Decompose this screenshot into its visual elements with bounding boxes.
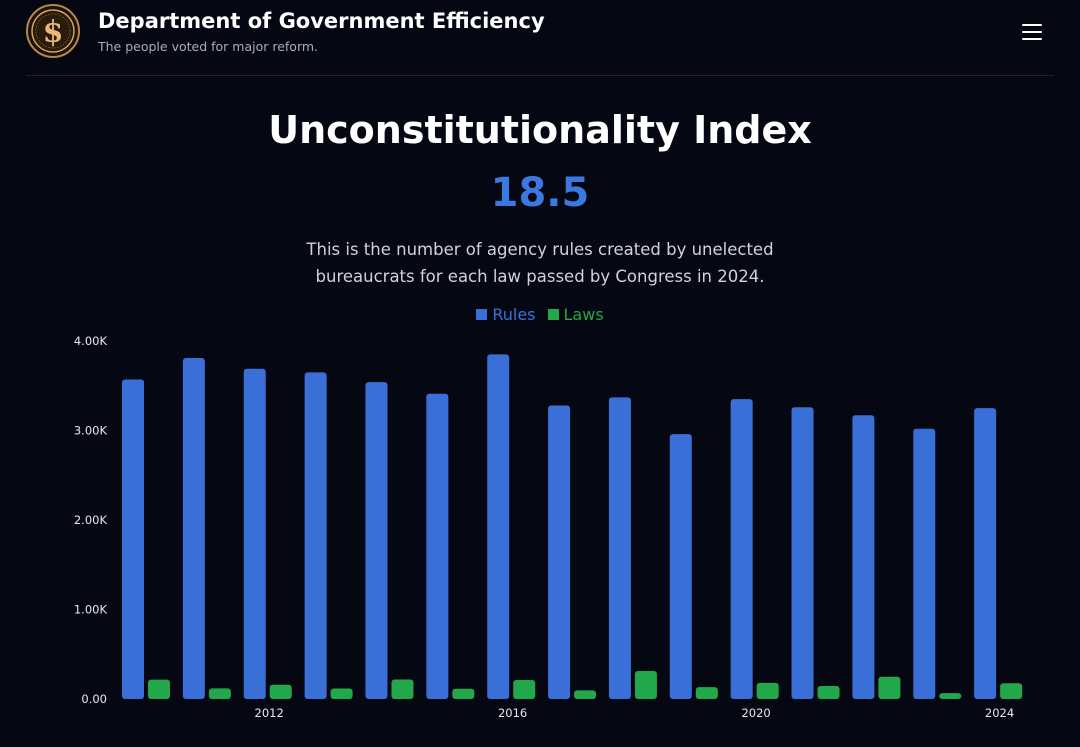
bar-rules-2014	[365, 382, 388, 699]
x-tick-label: 2020	[741, 706, 770, 720]
legend-label-rules: Rules	[492, 305, 536, 324]
bar-rules-2011	[182, 358, 205, 699]
legend-swatch-laws	[547, 309, 559, 320]
bar-rules-2024	[974, 408, 997, 699]
menu-line	[1022, 24, 1042, 26]
legend-swatch-rules	[476, 309, 488, 320]
bar-laws-2022	[878, 676, 901, 699]
bar-laws-2014	[391, 679, 414, 699]
bar-rules-2010	[122, 379, 144, 699]
y-tick-label: 1.00K	[74, 603, 108, 617]
index-description: This is the number of agency rules creat…	[306, 240, 774, 286]
x-tick-label: 2024	[985, 706, 1014, 720]
bar-laws-2016	[513, 680, 536, 699]
dollar-coin-icon[interactable]: $	[26, 4, 80, 58]
y-tick-label: 3.00K	[74, 424, 108, 438]
index-title: Unconstitutionality Index	[268, 108, 812, 152]
chart-legend: Rules Laws	[0, 305, 1080, 324]
bar-rules-2021	[791, 407, 814, 699]
bar-laws-2012	[269, 684, 292, 699]
bar-laws-2017	[574, 690, 597, 699]
hamburger-menu-icon[interactable]	[1016, 18, 1048, 46]
site-header: $ Department of Government Efficiency Th…	[0, 0, 1080, 76]
rules-vs-laws-bar-chart: 0.00 1.00K 2.00K 3.00K 4.00K 2012 2016 2020 2024	[74, 334, 1023, 720]
legend-item-laws[interactable]: Laws	[547, 305, 604, 324]
menu-line	[1022, 38, 1042, 40]
bar-rules-2023	[913, 428, 936, 699]
svg-text:$: $	[43, 15, 64, 50]
y-tick-label: 2.00K	[74, 513, 108, 527]
bar-laws-2018	[634, 670, 657, 699]
legend-label-laws: Laws	[563, 305, 604, 324]
bar-laws-2010	[148, 679, 170, 699]
site-tagline: The people voted for major reform.	[98, 39, 319, 54]
bar-laws-2013	[330, 688, 353, 699]
index-value: 18.5	[490, 170, 590, 216]
bar-rules-2022	[852, 415, 875, 699]
legend-item-rules[interactable]: Rules	[476, 305, 536, 324]
bar-laws-2024	[1000, 683, 1023, 699]
bar-rules-2017	[548, 405, 571, 699]
bar-laws-2019	[695, 687, 718, 699]
bar-rules-2018	[608, 397, 631, 699]
menu-line	[1022, 31, 1042, 33]
bar-laws-2021	[817, 686, 840, 699]
bar-rules-2012	[243, 368, 266, 699]
header-divider	[26, 75, 1054, 76]
bar-laws-2023	[939, 693, 962, 699]
site-title[interactable]: Department of Government Efficiency	[98, 9, 545, 33]
bar-rules-2013	[304, 372, 327, 699]
y-tick-label: 0.00	[81, 692, 107, 706]
bar-laws-2020	[756, 682, 779, 699]
x-tick-label: 2012	[255, 706, 284, 720]
x-tick-label: 2016	[498, 706, 527, 720]
bar-rules-2016	[487, 354, 510, 699]
bar-rules-2019	[669, 434, 692, 699]
bar-rules-2020	[730, 399, 753, 699]
bar-laws-2015	[452, 688, 475, 699]
bar-rules-2015	[426, 393, 449, 699]
bar-laws-2011	[208, 688, 231, 699]
y-tick-label: 4.00K	[74, 334, 108, 348]
